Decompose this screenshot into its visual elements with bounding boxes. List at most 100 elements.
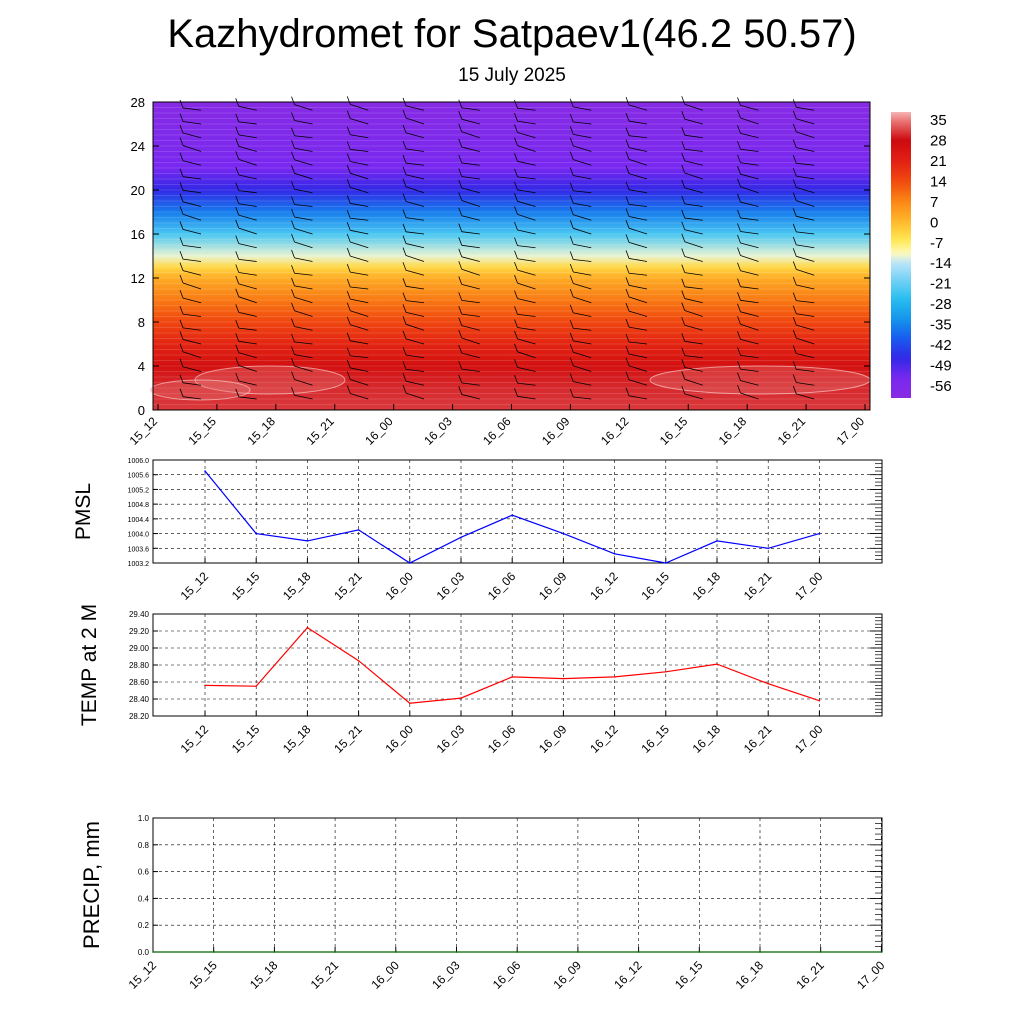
wind-barb [350, 379, 369, 386]
colorbar-label: 0 [930, 214, 938, 231]
wind-barb [294, 365, 313, 372]
x-tick-label: 16_06 [485, 722, 519, 756]
wind-barb-feather [291, 196, 295, 205]
y-tick-label: 1.0 [138, 814, 150, 823]
data-point [255, 685, 257, 688]
y-tick-label: 1006.0 [128, 458, 150, 465]
x-tick-label: 15_15 [186, 958, 220, 992]
data-point [204, 470, 206, 472]
wind-barb [461, 131, 480, 139]
wind-barb [461, 325, 480, 331]
wind-barb [796, 175, 815, 180]
wind-barb-feather [514, 137, 518, 146]
wind-barb-feather [737, 292, 741, 301]
wind-barb [405, 380, 425, 386]
wind-barb [796, 187, 815, 194]
wind-barb [182, 270, 202, 276]
wind-barb [238, 190, 257, 194]
y-tick-label: 29.40 [129, 610, 150, 619]
data-point [409, 702, 411, 705]
wind-barb-feather [737, 384, 741, 394]
data-point [204, 684, 206, 687]
wind-barb-feather [681, 209, 686, 219]
wind-barb [684, 324, 703, 331]
wind-barb [573, 283, 592, 290]
x-tick-label: 17_00 [792, 722, 826, 756]
wind-barb [294, 228, 313, 235]
wind-barb-feather [514, 374, 518, 384]
wind-barb [517, 132, 536, 139]
wind-barb [294, 394, 313, 400]
wind-barb-feather [179, 152, 184, 161]
wind-barb-feather [458, 111, 463, 120]
y-axis-label: PMSL [72, 483, 95, 540]
y-tick-label: 28.20 [129, 712, 150, 721]
wind-barb [740, 311, 759, 317]
wind-barb [628, 173, 648, 180]
wind-barb [238, 121, 257, 125]
wind-barb [238, 214, 257, 221]
wind-barb [517, 327, 536, 331]
wind-barb-feather [625, 181, 630, 190]
y-tick-label: 28.60 [129, 678, 150, 687]
wind-barb [573, 259, 592, 262]
wind-barb-feather [179, 193, 184, 202]
wind-barb-feather [346, 195, 351, 204]
wind-barb-feather [179, 137, 184, 146]
x-tick-label: 16_00 [368, 958, 402, 992]
wind-barb [182, 189, 202, 194]
wind-barb [405, 117, 425, 125]
wind-barb-feather [737, 316, 741, 325]
colorbar-label: -42 [930, 337, 952, 354]
wind-barb-feather [402, 361, 407, 370]
x-tick-label: 16_12 [587, 569, 621, 603]
wind-barb-feather [291, 151, 295, 160]
wind-barb-feather [792, 361, 797, 370]
wind-barb [628, 227, 648, 235]
wind-barb [573, 351, 592, 359]
wind-barb [405, 311, 425, 317]
wind-barb [740, 339, 759, 345]
wind-barb [796, 200, 815, 207]
wind-barb [405, 162, 425, 166]
wind-barb-feather [737, 347, 741, 356]
x-tick-label: 16_18 [690, 569, 724, 603]
wind-barb [405, 300, 425, 304]
wind-barb-feather [625, 265, 630, 274]
wind-barb [796, 215, 815, 221]
wind-barb [740, 186, 759, 194]
colorbar-gradient [891, 112, 911, 398]
wind-barb-feather [291, 140, 295, 149]
wind-barb [461, 187, 480, 194]
wind-barb-feather [514, 274, 518, 284]
wind-barb-feather [458, 237, 463, 246]
wind-barb [294, 285, 313, 290]
wind-barb-feather [514, 206, 518, 215]
data-point [511, 676, 513, 678]
wind-barb [461, 215, 480, 221]
wind-barb-feather [681, 359, 686, 368]
wind-barb [573, 121, 592, 125]
wind-barb-feather [625, 139, 630, 148]
wind-barb-feather [792, 316, 797, 326]
data-point [516, 951, 518, 953]
x-tick-label: 15_15 [229, 722, 263, 756]
wind-barb-feather [402, 330, 407, 340]
warm-contour [149, 379, 251, 401]
wind-barb-feather [179, 250, 184, 260]
wind-barb-feather [402, 178, 407, 187]
wind-barb-feather [737, 223, 741, 232]
wind-barb-feather [569, 182, 574, 191]
wind-barb [684, 172, 703, 180]
x-tick-label: 16_15 [638, 722, 672, 756]
wind-barb [238, 243, 257, 249]
wind-barb [740, 162, 759, 166]
wind-barb [350, 355, 369, 359]
wind-barb-feather [291, 181, 295, 190]
wind-barb-feather [291, 333, 295, 343]
wind-barb [740, 380, 759, 386]
x-tick-label: 16_12 [611, 958, 645, 992]
wind-barb [405, 354, 425, 359]
wind-barb [238, 340, 257, 345]
wind-barb [796, 244, 815, 249]
